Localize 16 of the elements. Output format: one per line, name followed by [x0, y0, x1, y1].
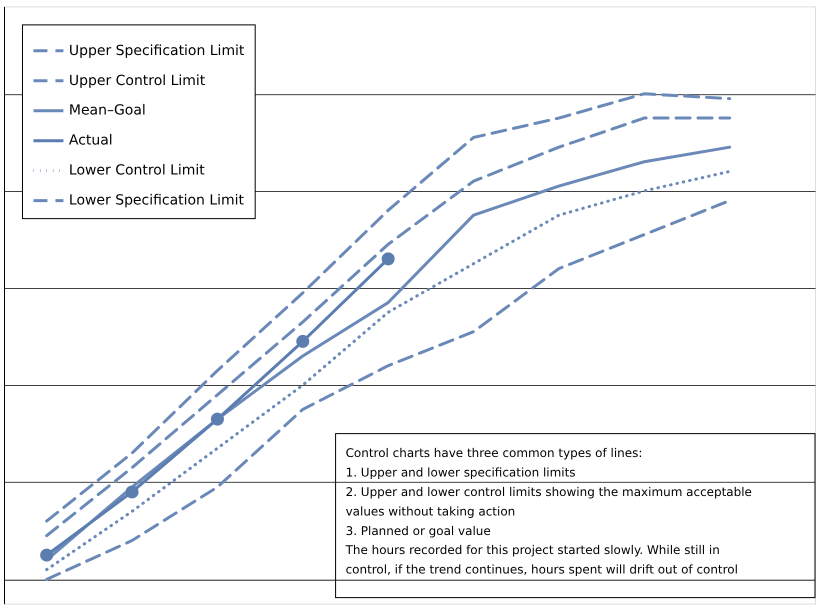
- point: [296, 334, 310, 348]
- annotation: 3. Planned or goal value: [346, 524, 491, 538]
- point: [40, 548, 54, 562]
- legend-label: Lower Specification Limit: [68, 192, 244, 209]
- annotation: Control charts have three common types of lines:: [346, 446, 642, 460]
- legend-label: Actual: [68, 132, 113, 149]
- legend-label: Mean–Goal: [68, 102, 146, 119]
- legend-label: Upper Control Limit: [68, 72, 206, 89]
- legend-label: Lower Control Limit: [68, 162, 206, 179]
- annotation: 2. Upper and lower control limits showing the maximum acceptable values without taking action: [346, 484, 752, 518]
- annotation: The hours recorded for this project started slowly. While still in control, if the trend continues, hours spent will drift out of control: [344, 543, 738, 577]
- point: [210, 412, 224, 426]
- legend-label: Upper Specification Limit: [68, 42, 245, 59]
- point: [382, 252, 395, 266]
- annotation: 1. Upper and lower specification limits: [346, 466, 576, 480]
- point: [126, 485, 139, 498]
